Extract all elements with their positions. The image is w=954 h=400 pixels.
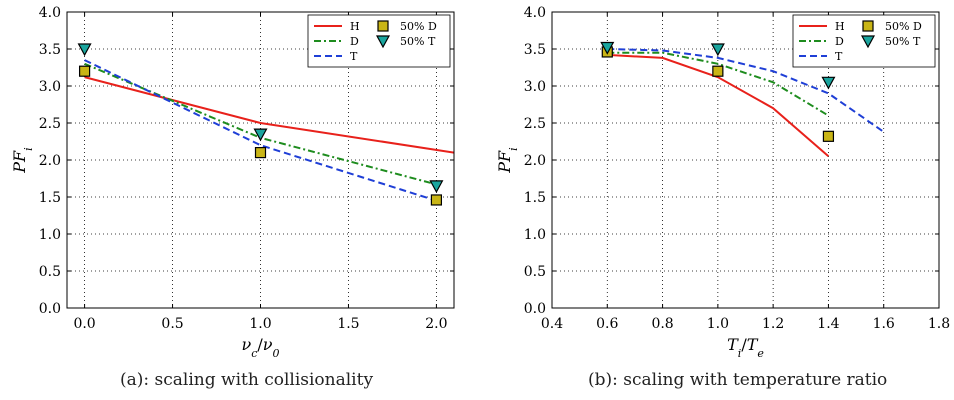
figure: 0.0 0.5 1.0 1.5 2.0 2.5 3.0 3.5 4.0 0.0 0.5 1.0 1.5 2… <box>10 5 950 360</box>
y-axis-label: PFi <box>495 147 520 173</box>
legend-label: T <box>350 50 358 63</box>
legend: HDT 50% D 50% T <box>307 14 451 68</box>
xtick-label: 1.0 <box>249 316 271 332</box>
ytick-label: 2.0 <box>39 153 61 169</box>
marker-50t <box>253 128 268 142</box>
legend-label: D <box>350 35 359 48</box>
caption-a: (a): scaling with collisionality <box>120 370 374 390</box>
plot-frame <box>66 11 455 309</box>
marker-50d <box>822 130 835 142</box>
xtick-label: 1.0 <box>707 316 729 332</box>
series-line-t <box>607 48 885 133</box>
ytick-label: 1.5 <box>524 190 546 206</box>
series-line-d <box>607 51 829 117</box>
ytick-label: 0.0 <box>39 301 61 317</box>
ytick-label: 3.5 <box>524 42 546 58</box>
series-line-h <box>607 53 830 158</box>
ytick-label: 0.0 <box>524 301 546 317</box>
xtick-label: 0.5 <box>161 316 183 332</box>
legend-swatch-50d <box>862 20 874 32</box>
xtick-label: 1.2 <box>762 316 784 332</box>
ytick-label: 0.5 <box>39 264 61 280</box>
legend-label: D <box>835 35 844 48</box>
ytick-label: 3.0 <box>524 79 546 95</box>
ytick-label: 3.0 <box>39 79 61 95</box>
marker-50t <box>710 43 725 57</box>
chart-b: 0.0 0.5 1.0 1.5 2.0 2.5 3.0 3.5 4.0 0.4 0.6 0.8 1.0 1… <box>495 5 950 360</box>
ytick-label: 1.0 <box>39 227 61 243</box>
marker-50d <box>78 65 91 77</box>
series-line-h <box>84 76 454 154</box>
xtick-label: 1.8 <box>928 316 950 332</box>
xtick-label: 1.6 <box>873 316 895 332</box>
xtick-label: 0.0 <box>73 316 95 332</box>
ytick-label: 4.0 <box>39 5 61 21</box>
marker-50d <box>430 194 443 206</box>
legend-label: 50% T <box>400 35 436 48</box>
ytick-label: 2.5 <box>524 116 546 132</box>
x-axis-label: νc/ν0 <box>241 335 279 360</box>
xtick-label: 2.0 <box>425 316 447 332</box>
legend-label: 50% T <box>885 35 921 48</box>
marker-50t <box>429 180 444 194</box>
y-axis-label: PFi <box>10 147 35 173</box>
xtick-label: 1.4 <box>817 316 839 332</box>
legend-label: T <box>835 50 843 63</box>
legend: HDT 50% D 50% T <box>792 14 936 68</box>
legend-label: 50% D <box>885 20 922 33</box>
marker-50t <box>821 76 836 90</box>
marker-50t <box>600 41 615 55</box>
legend-label: 50% D <box>400 20 437 33</box>
marker-50d <box>712 65 724 77</box>
xtick-label: 0.8 <box>651 316 673 332</box>
ytick-label: 2.5 <box>39 116 61 132</box>
xtick-label: 0.6 <box>596 316 618 332</box>
ytick-label: 2.0 <box>524 153 546 169</box>
legend-label: H <box>835 20 845 33</box>
xtick-label: 0.4 <box>541 316 563 332</box>
xtick-label: 1.5 <box>337 316 359 332</box>
plot-frame <box>551 11 940 309</box>
caption-b: (b): scaling with temperature ratio <box>588 370 888 390</box>
marker-50d <box>254 147 267 159</box>
x-axis-label: Ti/Te <box>727 335 764 360</box>
ytick-label: 0.5 <box>524 264 546 280</box>
legend-swatch-50t <box>375 35 391 49</box>
legend-swatch-50t <box>860 35 876 49</box>
chart-a: 0.0 0.5 1.0 1.5 2.0 2.5 3.0 3.5 4.0 0.0 0.5 1.0 1.5 2… <box>10 5 455 360</box>
marker-50t <box>77 43 92 57</box>
ytick-label: 1.0 <box>524 227 546 243</box>
legend-swatch-50d <box>377 20 389 32</box>
ytick-label: 4.0 <box>524 5 546 21</box>
legend-label: H <box>350 20 360 33</box>
ytick-label: 3.5 <box>39 42 61 58</box>
ytick-label: 1.5 <box>39 190 61 206</box>
